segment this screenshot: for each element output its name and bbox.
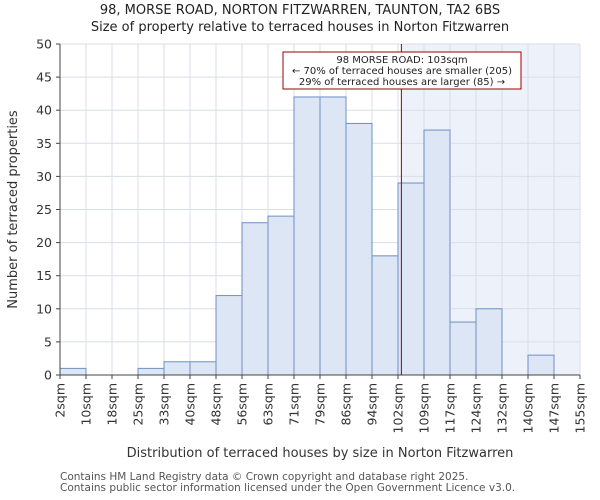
histogram-bar bbox=[319, 96, 347, 376]
x-tick-labels: 2sqm 10sqm 18sqm 25sqm 33sqm 40sqm 48sqm 56sqm 6… bbox=[53, 375, 588, 433]
y-tick-label: 5 bbox=[44, 334, 52, 349]
x-tick-label: 18sqm bbox=[105, 383, 120, 426]
x-tick-label: 109sqm bbox=[417, 383, 432, 433]
y-tick-label: 40 bbox=[36, 103, 52, 118]
x-tick-label: 132sqm bbox=[495, 383, 510, 433]
x-tick-label: 117sqm bbox=[443, 383, 458, 433]
y-tick-label: 20 bbox=[36, 235, 52, 250]
annotation-frame bbox=[282, 51, 522, 90]
x-tick-label: 10sqm bbox=[79, 383, 94, 426]
x-tick-label: 86sqm bbox=[339, 383, 354, 426]
x-tick-label: 140sqm bbox=[521, 383, 536, 433]
y-tick-label: 30 bbox=[36, 169, 52, 184]
histogram-bar bbox=[241, 222, 269, 376]
x-tick-label: 94sqm bbox=[365, 383, 380, 426]
chart-title-block: 98, MORSE ROAD, NORTON FITZWARREN, TAUNT… bbox=[0, 2, 600, 36]
annotation-line1: 98 MORSE ROAD: 103sqm bbox=[336, 55, 467, 66]
histogram-bar bbox=[423, 129, 451, 376]
y-axis-label: Number of terraced properties bbox=[6, 110, 21, 309]
histogram-bar bbox=[59, 367, 87, 376]
histogram-bar bbox=[345, 122, 373, 376]
histogram-bar bbox=[397, 182, 425, 376]
y-tick-label: 10 bbox=[36, 301, 52, 316]
x-tick-label: 71sqm bbox=[287, 383, 302, 426]
x-tick-label: 155sqm bbox=[573, 383, 588, 433]
x-tick-label: 25sqm bbox=[131, 383, 146, 426]
annotation-line3: 29% of terraced houses are larger (85) → bbox=[299, 77, 505, 88]
chart-title-line2: Size of property relative to terraced ho… bbox=[90, 20, 510, 35]
x-tick-label: 102sqm bbox=[391, 383, 406, 433]
footer-line1: Contains HM Land Registry data © Crown c… bbox=[60, 471, 469, 483]
y-tick-label: 50 bbox=[36, 37, 52, 52]
histogram-bar bbox=[371, 255, 399, 376]
y-tick-labels: 0 5 10 15 20 25 30 35 40 45 50 bbox=[36, 37, 60, 383]
annotation-line2: ← 70% of terraced houses are smaller (20… bbox=[292, 66, 512, 77]
histogram-bar bbox=[137, 367, 165, 376]
x-tick-label: 40sqm bbox=[183, 383, 198, 426]
x-tick-label: 63sqm bbox=[261, 383, 276, 426]
bars bbox=[59, 96, 555, 376]
x-tick-label: 79sqm bbox=[313, 383, 328, 426]
x-tick-label: 2sqm bbox=[53, 383, 68, 418]
x-tick-label: 48sqm bbox=[209, 383, 224, 426]
histogram-bar bbox=[527, 354, 555, 376]
histogram-bar bbox=[449, 321, 477, 376]
y-tick-label: 25 bbox=[36, 202, 52, 217]
x-tick-label: 56sqm bbox=[235, 383, 250, 426]
histogram-bar bbox=[215, 295, 243, 376]
y-tick-label: 15 bbox=[36, 268, 52, 283]
histogram-bar bbox=[267, 215, 295, 376]
annotation-box: 98 MORSE ROAD: 103sqm ← 70% of terraced … bbox=[282, 51, 522, 90]
y-tick-label: 0 bbox=[44, 368, 52, 383]
x-tick-label: 33sqm bbox=[157, 383, 172, 426]
x-axis-label: Distribution of terraced houses by size … bbox=[127, 446, 514, 461]
histogram-bar bbox=[189, 361, 217, 376]
x-tick-label: 124sqm bbox=[469, 383, 484, 433]
histogram-bar bbox=[163, 361, 191, 376]
attribution-footer: Contains HM Land Registry data © Crown c… bbox=[60, 472, 515, 494]
x-tick-label: 147sqm bbox=[547, 383, 562, 433]
footer-line2: Contains public sector information licen… bbox=[60, 482, 516, 494]
y-tick-label: 45 bbox=[36, 70, 52, 85]
chart-title-line1: 98, MORSE ROAD, NORTON FITZWARREN, TAUNT… bbox=[99, 3, 501, 18]
histogram-bar bbox=[475, 308, 503, 376]
y-tick-label: 35 bbox=[36, 136, 52, 151]
histogram-bar bbox=[293, 96, 321, 376]
